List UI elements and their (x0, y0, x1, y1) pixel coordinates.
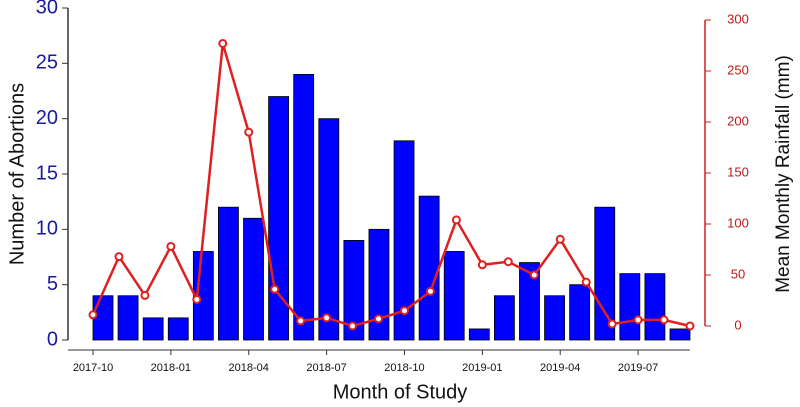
rainfall-point (140, 290, 150, 300)
y-tick-label: 10 (36, 218, 58, 240)
x-tick-label: 2018-07 (306, 362, 346, 374)
bar (167, 317, 189, 341)
bar (443, 251, 465, 341)
y-tick-label: 5 (47, 273, 58, 295)
bar (117, 295, 139, 341)
x-tick-label: 2018-04 (229, 362, 269, 374)
rainfall-point (503, 257, 513, 267)
x-tick-label: 2017-10 (73, 362, 113, 374)
y2-tick-label: 200 (727, 113, 749, 128)
rainfall-point (348, 321, 358, 331)
bar (669, 328, 691, 341)
bar (619, 273, 641, 341)
rainfall-point (581, 277, 591, 287)
rainfall-point (399, 306, 409, 316)
bar (343, 239, 365, 341)
x-tick-label: 2019-01 (462, 362, 502, 374)
bar (318, 118, 340, 341)
rainfall-point (607, 319, 617, 329)
rainfall-point (555, 234, 565, 244)
rainfall-point (296, 316, 306, 326)
x-axis-title: Month of Study (333, 381, 468, 403)
x-tick-label: 2019-04 (540, 362, 580, 374)
bar (519, 262, 540, 341)
rainfall-point (114, 252, 124, 262)
x-tick-label: 2019-07 (618, 362, 658, 374)
bar (368, 228, 390, 341)
rainfall-point (192, 294, 202, 304)
x-tick-label: 2018-10 (384, 362, 424, 374)
bar (142, 317, 164, 341)
rainfall-point (529, 270, 539, 280)
y-tick-label: 15 (36, 162, 58, 184)
rainfall-point (633, 315, 643, 325)
bar (218, 206, 239, 341)
rainfall-point (659, 315, 669, 325)
bar (293, 74, 315, 341)
rainfall-line (91, 43, 691, 328)
y2-tick-label: 50 (731, 266, 745, 281)
rainfall-point (477, 260, 487, 270)
bar (243, 217, 264, 341)
y-tick-label: 25 (36, 52, 58, 74)
rainfall-point (425, 286, 435, 296)
rainfall-point (374, 314, 384, 324)
y2-tick-label: 100 (727, 215, 749, 230)
bar (594, 206, 616, 341)
rainfall-point (166, 241, 176, 251)
y-tick-label: 20 (36, 107, 58, 129)
y2-tick-label: 0 (734, 317, 741, 332)
y2-tick-label: 250 (727, 62, 749, 77)
bar (644, 273, 666, 341)
rainfall-point (270, 284, 280, 294)
y-axis-title: Number of Abortions (6, 83, 28, 265)
bar (493, 295, 515, 341)
bar (468, 328, 490, 341)
y2-axis-title: Mean Monthly Rainfall (mm) (773, 55, 794, 293)
bar (418, 195, 440, 341)
rainfall-point (451, 215, 461, 225)
y-tick-label: 0 (47, 328, 58, 350)
rainfall-point (685, 321, 695, 331)
bar (569, 284, 591, 341)
y2-tick-label: 300 (727, 11, 749, 26)
y2-tick-label: 150 (727, 164, 749, 179)
rainfall-point (244, 127, 254, 137)
rainfall-point (88, 310, 98, 320)
x-tick-label: 2018-01 (151, 362, 191, 374)
bar (393, 140, 415, 341)
rainfall-point (218, 38, 228, 48)
bar (544, 295, 565, 341)
rainfall-point (322, 313, 332, 323)
y-tick-label: 30 (36, 0, 58, 18)
